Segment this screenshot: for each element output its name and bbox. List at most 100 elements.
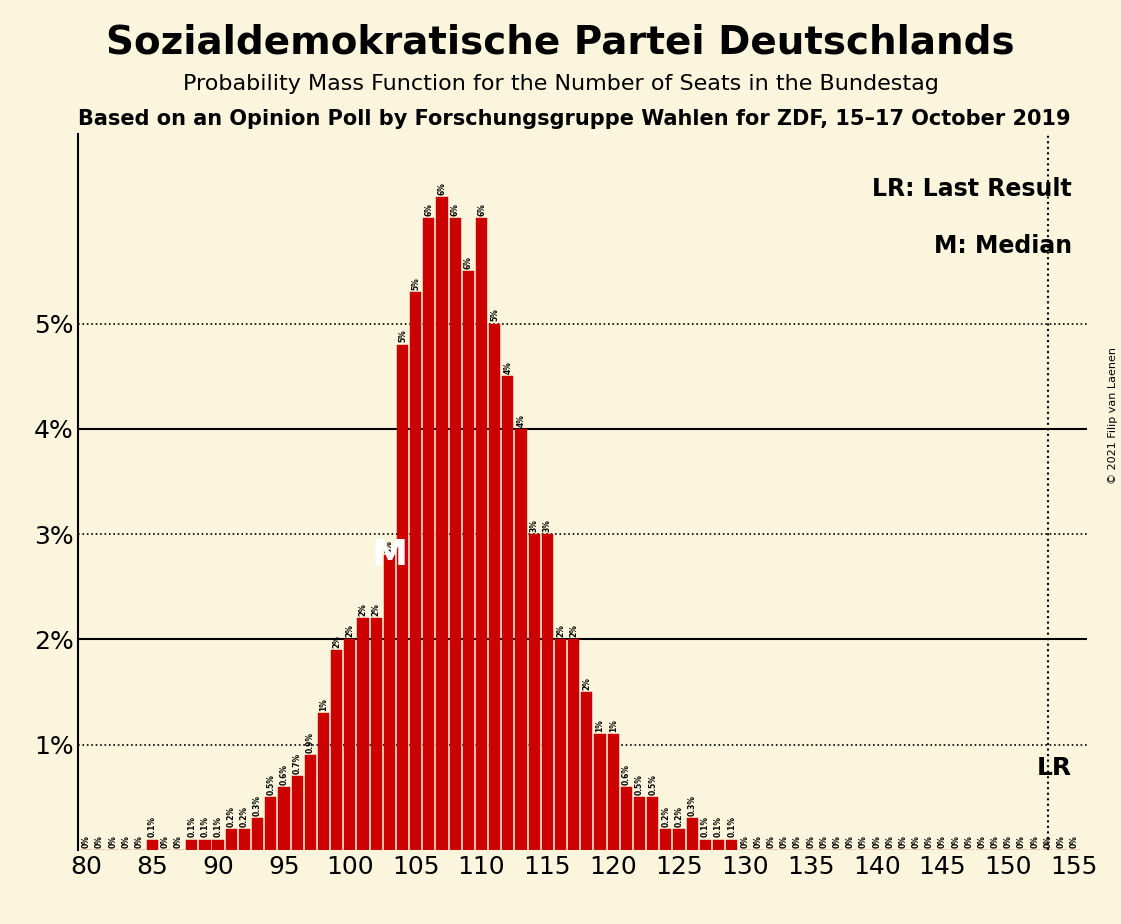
Bar	[410, 292, 421, 850]
Text: 0%: 0%	[1056, 835, 1066, 848]
Text: Sozialdemokratische Partei Deutschlands: Sozialdemokratische Partei Deutschlands	[106, 23, 1015, 61]
Bar	[450, 218, 461, 850]
Text: 0%: 0%	[845, 835, 855, 848]
Text: 0.1%: 0.1%	[714, 817, 723, 837]
Bar	[371, 618, 382, 850]
Text: 3%: 3%	[530, 519, 539, 532]
Text: 0.5%: 0.5%	[636, 774, 645, 796]
Text: 0.1%: 0.1%	[187, 817, 196, 837]
Text: 0%: 0%	[794, 835, 803, 848]
Bar	[252, 819, 263, 850]
Text: 0%: 0%	[938, 835, 947, 848]
Text: 0%: 0%	[911, 835, 920, 848]
Text: 6%: 6%	[464, 256, 473, 269]
Text: Based on an Opinion Poll by Forschungsgruppe Wahlen for ZDF, 15–17 October 2019: Based on an Opinion Poll by Forschungsgr…	[78, 109, 1071, 129]
Text: 0%: 0%	[741, 835, 750, 848]
Text: M: M	[371, 538, 407, 572]
Bar	[489, 323, 500, 850]
Bar	[239, 829, 250, 850]
Text: 2%: 2%	[583, 677, 592, 690]
Text: 0%: 0%	[978, 835, 986, 848]
Bar	[266, 797, 277, 850]
Bar	[305, 755, 316, 850]
Text: 2%: 2%	[372, 603, 381, 616]
Bar	[647, 797, 658, 850]
Text: 6%: 6%	[425, 203, 434, 216]
Text: Probability Mass Function for the Number of Seats in the Bundestag: Probability Mass Function for the Number…	[183, 74, 938, 94]
Text: 0%: 0%	[951, 835, 961, 848]
Text: 0.1%: 0.1%	[148, 817, 157, 837]
Text: 0%: 0%	[833, 835, 842, 848]
Text: 0%: 0%	[991, 835, 1000, 848]
Bar	[463, 271, 474, 850]
Text: 0%: 0%	[767, 835, 776, 848]
Text: 0.1%: 0.1%	[201, 817, 210, 837]
Text: 0%: 0%	[872, 835, 881, 848]
Bar	[344, 639, 355, 850]
Text: 0%: 0%	[819, 835, 828, 848]
Text: 4%: 4%	[503, 361, 512, 374]
Text: 0%: 0%	[964, 835, 973, 848]
Bar	[555, 639, 566, 850]
Text: 5%: 5%	[398, 330, 407, 343]
Text: 0%: 0%	[898, 835, 908, 848]
Text: 0%: 0%	[95, 835, 104, 848]
Bar	[582, 692, 593, 850]
Text: 0%: 0%	[806, 835, 815, 848]
Bar	[634, 797, 646, 850]
Text: 0.5%: 0.5%	[648, 774, 657, 796]
Bar	[700, 840, 711, 850]
Bar	[568, 639, 580, 850]
Bar	[660, 829, 671, 850]
Text: 0%: 0%	[859, 835, 868, 848]
Text: 0%: 0%	[1017, 835, 1026, 848]
Bar	[436, 197, 447, 850]
Text: 5%: 5%	[490, 309, 499, 322]
Bar	[291, 776, 303, 850]
Bar	[383, 555, 395, 850]
Text: 0%: 0%	[1030, 835, 1039, 848]
Text: 2%: 2%	[359, 603, 368, 616]
Text: 0%: 0%	[925, 835, 934, 848]
Text: 0.2%: 0.2%	[675, 806, 684, 827]
Text: 0%: 0%	[780, 835, 789, 848]
Text: 0.1%: 0.1%	[728, 817, 736, 837]
Bar	[621, 787, 632, 850]
Text: LR: Last Result: LR: Last Result	[872, 177, 1072, 201]
Bar	[225, 829, 237, 850]
Text: 6%: 6%	[451, 203, 460, 216]
Text: 2%: 2%	[556, 625, 565, 638]
Bar	[594, 735, 605, 850]
Text: 1%: 1%	[609, 719, 618, 732]
Bar	[674, 829, 685, 850]
Text: 0.5%: 0.5%	[267, 774, 276, 796]
Bar	[476, 218, 488, 850]
Text: 1%: 1%	[595, 719, 604, 732]
Bar	[213, 840, 224, 850]
Text: 0.7%: 0.7%	[293, 753, 302, 774]
Bar	[186, 840, 197, 850]
Bar	[608, 735, 619, 850]
Text: 0%: 0%	[1069, 835, 1078, 848]
Text: 5%: 5%	[411, 277, 420, 290]
Text: 0.3%: 0.3%	[253, 796, 262, 817]
Text: 0.1%: 0.1%	[214, 817, 223, 837]
Text: 0%: 0%	[1003, 835, 1013, 848]
Text: 0%: 0%	[161, 835, 170, 848]
Text: 4%: 4%	[517, 414, 526, 427]
Bar	[318, 713, 330, 850]
Text: 2%: 2%	[345, 625, 354, 638]
Bar	[502, 376, 513, 850]
Text: 0%: 0%	[121, 835, 130, 848]
Bar	[687, 819, 698, 850]
Bar	[541, 534, 553, 850]
Text: 6%: 6%	[437, 182, 446, 195]
Bar	[278, 787, 289, 850]
Text: 0.2%: 0.2%	[240, 806, 249, 827]
Text: 0.2%: 0.2%	[661, 806, 670, 827]
Text: 6%: 6%	[478, 203, 487, 216]
Text: 0%: 0%	[109, 835, 118, 848]
Bar	[147, 840, 158, 850]
Text: 0%: 0%	[1044, 835, 1053, 848]
Text: 0.1%: 0.1%	[701, 817, 710, 837]
